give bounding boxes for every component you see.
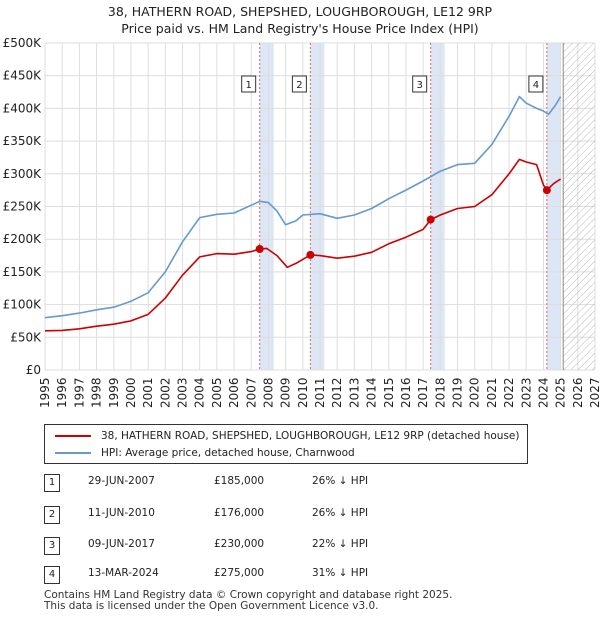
x-tick-label: 2026 bbox=[571, 377, 585, 408]
transaction-hpi-diff: 31% ↓ HPI bbox=[312, 567, 369, 579]
transaction-number: 3 bbox=[44, 537, 60, 555]
sale-label-box bbox=[412, 75, 428, 93]
chart-title: 38, HATHERN ROAD, SHEPSHED, LOUGHBOROUGH… bbox=[107, 4, 493, 19]
footer-attribution: Contains HM Land Registry data © Crown c… bbox=[44, 590, 452, 612]
x-tick-label: 2013 bbox=[347, 377, 361, 408]
x-tick-label: 2008 bbox=[261, 377, 275, 408]
property-line-swatch bbox=[55, 435, 91, 437]
y-tick-label: £450K bbox=[3, 69, 43, 83]
transaction-row: 3 09-JUN-2017 £230,000 22% ↓ HPI bbox=[0, 537, 600, 555]
x-tick-label: 2006 bbox=[227, 377, 241, 408]
sale-point bbox=[306, 250, 315, 259]
transaction-price: £275,000 bbox=[214, 567, 265, 579]
hpi-line-swatch bbox=[55, 452, 91, 454]
transaction-price: £230,000 bbox=[214, 538, 265, 550]
sale-point bbox=[426, 215, 435, 224]
transaction-hpi-diff: 26% ↓ HPI bbox=[312, 475, 369, 487]
x-tick-label: 2023 bbox=[519, 377, 533, 408]
chart-title-block: 38, HATHERN ROAD, SHEPSHED, LOUGHBOROUGH… bbox=[0, 3, 600, 37]
transaction-date: 13-MAR-2024 bbox=[88, 567, 159, 579]
x-tick-label: 2015 bbox=[382, 377, 396, 408]
forecast-hatch bbox=[563, 43, 595, 370]
x-tick-label: 2019 bbox=[451, 377, 465, 408]
sale-marker-lines bbox=[259, 43, 548, 370]
sale-label-number: 2 bbox=[296, 80, 302, 91]
transaction-date: 09-JUN-2017 bbox=[88, 538, 155, 550]
x-tick-label: 1998 bbox=[90, 377, 104, 408]
sale-label-box bbox=[528, 75, 544, 93]
x-tick-label: 2017 bbox=[416, 377, 430, 408]
x-tick-label: 2004 bbox=[193, 377, 207, 408]
transaction-price: £185,000 bbox=[214, 475, 265, 487]
y-tick-label: £250K bbox=[3, 200, 43, 214]
x-tick-label: 1999 bbox=[107, 377, 121, 408]
x-tick-label: 2002 bbox=[158, 377, 172, 408]
sale-labels: 1 2 3 4 bbox=[241, 75, 544, 93]
x-tick-label: 2003 bbox=[176, 377, 190, 408]
transaction-date: 29-JUN-2007 bbox=[88, 475, 155, 487]
y-tick-label: £200K bbox=[3, 232, 43, 246]
price-chart: 1 2 3 4 £0 £50K £100K £150K £200K £250K £300K £350… bbox=[3, 36, 600, 408]
x-tick-label: 2010 bbox=[296, 377, 310, 408]
y-axis-ticks: £0 £50K £100K £150K £200K £250K £300K £350K £400… bbox=[3, 36, 43, 377]
x-tick-label: 2000 bbox=[124, 377, 138, 408]
x-tick-label: 2011 bbox=[313, 377, 327, 408]
property-price-line bbox=[44, 158, 562, 332]
x-tick-label: 2020 bbox=[468, 377, 482, 408]
x-tick-label: 2016 bbox=[399, 377, 413, 408]
legend: 38, HATHERN ROAD, SHEPSHED, LOUGHBOROUGH… bbox=[44, 424, 528, 464]
x-tick-label: 1997 bbox=[72, 377, 86, 408]
transaction-number: 2 bbox=[44, 506, 60, 524]
x-tick-label: 2014 bbox=[365, 377, 379, 408]
sale-point bbox=[255, 245, 264, 254]
forecast-region bbox=[562, 43, 595, 370]
footer-copyright: Contains HM Land Registry data © Crown c… bbox=[44, 589, 453, 601]
transaction-date: 11-JUN-2010 bbox=[88, 507, 155, 519]
legend-hpi-label: HPI: Average price, detached house, Char… bbox=[101, 447, 355, 459]
x-axis-ticks: 1995 1996 1997 1998 1999 2000 2001 2002 2003 2004… bbox=[38, 377, 600, 408]
x-tick-label: 2007 bbox=[244, 377, 258, 408]
transaction-row: 2 11-JUN-2010 £176,000 26% ↓ HPI bbox=[0, 506, 600, 524]
legend-property-label: 38, HATHERN ROAD, SHEPSHED, LOUGHBOROUGH… bbox=[101, 430, 520, 442]
x-tick-label: 2021 bbox=[485, 377, 499, 408]
x-tick-label: 2022 bbox=[502, 377, 516, 408]
x-tick-label: 2012 bbox=[330, 377, 344, 408]
y-tick-label: £400K bbox=[3, 101, 43, 115]
x-tick-label: 2001 bbox=[141, 377, 155, 408]
x-tick-label: 2018 bbox=[433, 377, 447, 408]
x-tick-label: 1996 bbox=[55, 377, 69, 408]
transaction-row: 4 13-MAR-2024 £275,000 31% ↓ HPI bbox=[0, 566, 600, 584]
transaction-price: £176,000 bbox=[214, 507, 265, 519]
hpi-line bbox=[44, 95, 562, 319]
y-tick-label: £350K bbox=[3, 134, 43, 148]
transaction-row: 1 29-JUN-2007 £185,000 26% ↓ HPI bbox=[0, 474, 600, 492]
y-tick-label: £150K bbox=[3, 265, 43, 279]
x-tick-label: 2005 bbox=[210, 377, 224, 408]
transaction-hpi-diff: 22% ↓ HPI bbox=[312, 538, 369, 550]
y-tick-label: £300K bbox=[3, 167, 43, 181]
y-tick-label: £0 bbox=[26, 363, 41, 377]
sale-label-number: 1 bbox=[245, 80, 251, 91]
x-tick-label: 2027 bbox=[588, 377, 600, 408]
y-tick-label: £500K bbox=[3, 36, 43, 50]
series-lines bbox=[44, 95, 562, 332]
y-tick-label: £100K bbox=[3, 298, 43, 312]
sale-points bbox=[255, 186, 551, 259]
sale-label-number: 4 bbox=[533, 80, 539, 91]
transaction-hpi-diff: 26% ↓ HPI bbox=[312, 507, 369, 519]
transaction-number: 4 bbox=[44, 566, 60, 584]
sale-label-box bbox=[241, 75, 257, 93]
y-tick-label: £50K bbox=[10, 330, 42, 344]
transaction-number: 1 bbox=[44, 474, 60, 492]
sale-point bbox=[542, 186, 551, 195]
footer-license: This data is licensed under the Open Gov… bbox=[44, 600, 379, 612]
x-tick-label: 1995 bbox=[38, 377, 52, 408]
x-tick-label: 2009 bbox=[279, 377, 293, 408]
sale-label-box bbox=[291, 75, 307, 93]
x-tick-label: 2024 bbox=[536, 377, 550, 408]
x-tick-label: 2025 bbox=[554, 377, 568, 408]
chart-subtitle: Price paid vs. HM Land Registry's House … bbox=[121, 21, 479, 36]
sale-label-number: 3 bbox=[417, 80, 423, 91]
